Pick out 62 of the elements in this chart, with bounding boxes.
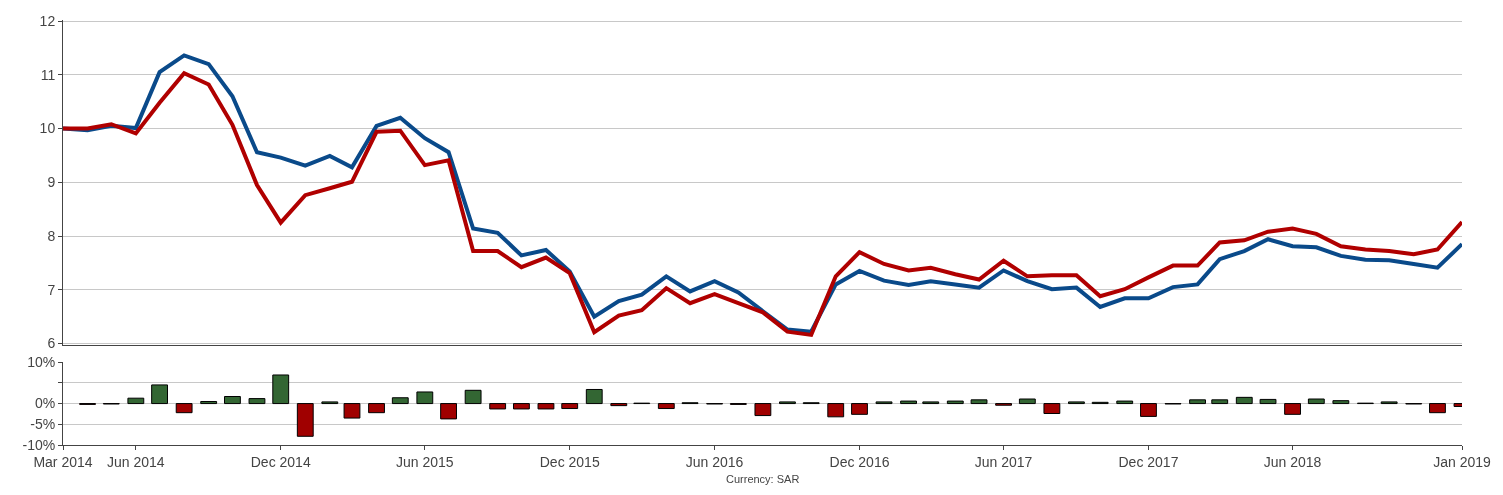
bar	[1332, 400, 1350, 405]
bar	[851, 403, 868, 415]
bar	[200, 401, 218, 405]
y-tick-label: 0%	[34, 395, 56, 412]
x-tick-label: Jun 2018	[1263, 453, 1322, 470]
bar	[513, 403, 530, 410]
bar	[1284, 403, 1301, 415]
bar	[900, 400, 917, 405]
x-tick-label: Mar 2014	[33, 453, 93, 470]
y-tick-label: 7	[47, 281, 56, 298]
bar	[151, 384, 169, 405]
x-tick-label: Jun 2017	[974, 453, 1033, 470]
bar	[416, 391, 434, 405]
bar	[1043, 403, 1061, 415]
bar	[537, 403, 555, 410]
bar	[610, 403, 628, 407]
bar	[272, 374, 290, 405]
y-tick-label: -5%	[30, 416, 56, 433]
bar	[248, 398, 266, 405]
bar	[657, 403, 675, 410]
bar	[489, 403, 507, 410]
bar	[1211, 399, 1229, 405]
bar	[127, 397, 145, 405]
bar	[1235, 396, 1253, 405]
bar	[1140, 403, 1157, 417]
y-tick-label: 8	[47, 227, 56, 244]
bar	[970, 399, 988, 405]
bar	[224, 396, 241, 405]
bar	[464, 389, 482, 405]
bar	[1307, 398, 1325, 405]
bar	[561, 403, 579, 410]
y-tick-label: 10	[39, 120, 56, 137]
y-tick-label: -10%	[22, 436, 56, 453]
bar	[1429, 403, 1446, 414]
bar	[585, 388, 603, 405]
x-tick-label: Jun 2016	[685, 453, 744, 470]
x-tick-label: Jan 2019	[1433, 453, 1492, 470]
bar	[368, 403, 385, 414]
x-tick-label: Dec 2017	[1118, 453, 1179, 470]
bar	[1189, 399, 1206, 405]
bar	[440, 403, 457, 420]
x-tick-label: Dec 2016	[829, 453, 890, 470]
x-tick-label: Dec 2014	[250, 453, 311, 470]
x-tick-label: Jun 2015	[396, 453, 454, 470]
bar	[1116, 400, 1134, 405]
x-tick-label: Dec 2015	[539, 453, 600, 470]
bar	[754, 403, 772, 417]
x-tick-label: Jun 2014	[107, 453, 165, 470]
y-tick-label: 11	[40, 66, 56, 83]
bar	[296, 403, 314, 437]
y-tick-label: 9	[47, 174, 56, 191]
bar	[1018, 398, 1036, 405]
bar	[391, 397, 409, 405]
bar	[175, 403, 193, 414]
bar	[1259, 398, 1277, 405]
bar	[343, 403, 361, 419]
y-tick-label: 10%	[27, 354, 56, 371]
y-tick-label: 6	[47, 335, 56, 352]
bar	[946, 400, 964, 405]
y-tick-label: 12	[39, 12, 56, 29]
text: Currency: SAR	[726, 473, 800, 485]
bar	[827, 403, 845, 418]
